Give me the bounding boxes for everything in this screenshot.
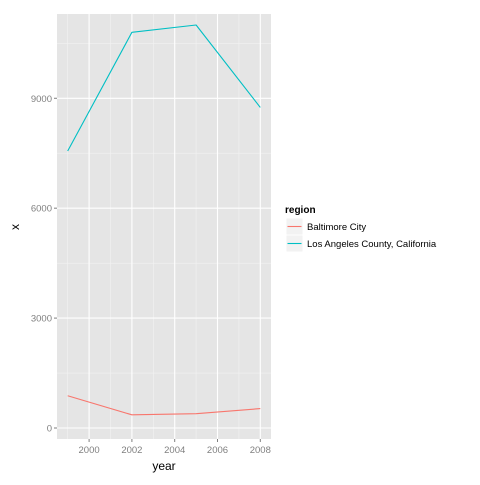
minor-gridlines bbox=[57, 14, 271, 439]
legend-items: Baltimore City Los Angeles County, Califo… bbox=[285, 217, 437, 253]
legend-entry-label: Los Angeles County, California bbox=[307, 239, 437, 250]
x-tick-label: 2008 bbox=[250, 445, 271, 456]
series-layer bbox=[67, 24, 261, 416]
x-axis-label: year bbox=[152, 459, 175, 473]
legend: region Baltimore City Los Angeles County,… bbox=[285, 205, 437, 253]
x-tick-label: 2000 bbox=[79, 445, 100, 456]
y-tick-label: 6000 bbox=[31, 204, 52, 215]
series-line-1 bbox=[67, 395, 261, 416]
y-tick-label: 9000 bbox=[31, 94, 52, 105]
y-axis-label: x bbox=[8, 224, 22, 230]
y-tick-label: 0 bbox=[47, 424, 52, 435]
y-tick-label: 3000 bbox=[31, 314, 52, 325]
x-tick-label: 2004 bbox=[164, 445, 185, 456]
x-tick-label: 2006 bbox=[207, 445, 228, 456]
legend-title: region bbox=[285, 205, 316, 216]
x-tick-label: 2002 bbox=[121, 445, 142, 456]
series-line-2 bbox=[67, 24, 261, 152]
x-axis-ticks: 2000 2002 2004 2006 2008 bbox=[79, 439, 271, 456]
y-axis-ticks: 0 3000 6000 9000 bbox=[31, 94, 57, 435]
plot-panel bbox=[57, 14, 271, 439]
major-gridlines bbox=[57, 14, 271, 439]
legend-entry-label: Baltimore City bbox=[307, 222, 366, 233]
